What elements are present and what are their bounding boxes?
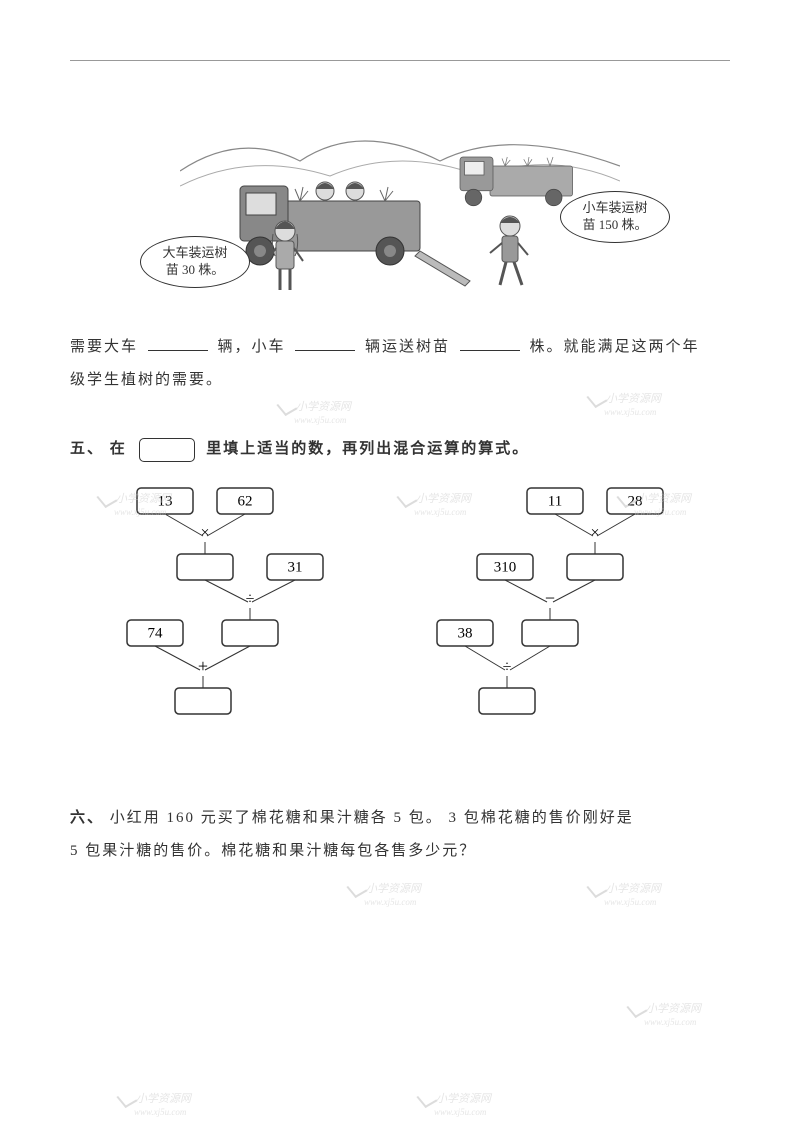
inline-empty-box [139,438,195,462]
d1-op-ef: + [198,656,208,676]
q5-heading-suffix: 里填上适当的数，再列出混合运算的算式。 [206,441,529,457]
watermark-item: 小学资源网www.xj5u.com [120,1090,191,1118]
d1-box-d: 31 [288,559,303,575]
d2-box-f[interactable] [522,620,578,646]
bubble-left-line2: 苗 30 株。 [166,262,225,277]
watermark-item: 小学资源网www.xj5u.com [590,880,661,908]
watermark-item: 小学资源网www.xj5u.com [350,880,421,908]
d2-op-ef: ÷ [503,658,512,675]
d1-op-ab: × [200,524,209,541]
d2-op-cd: − [545,588,555,608]
watermark-item: 小学资源网www.xj5u.com [420,1090,491,1118]
q5-heading-prefix: 五、 在 [70,441,127,457]
diagram-2: 11 28 × 310 − 38 [425,482,705,742]
bubble-right-line1: 小车装运树 [582,200,647,215]
d2-box-a: 11 [548,493,562,509]
q6-text: 六、 小红用 160 元买了棉花糖和果汁糖各 5 包。 3 包棉花糖的售价刚好是… [70,802,730,868]
bubble-right-line2: 苗 150 株。 [582,217,647,232]
d2-box-b: 28 [628,493,643,509]
d2-box-d[interactable] [567,554,623,580]
blank-small-truck-count[interactable] [295,336,355,351]
d1-box-e: 74 [148,625,164,641]
d1-box-c[interactable] [177,554,233,580]
q4-p2: 辆，小车 [218,339,286,355]
q5-heading: 五、 在 里填上适当的数，再列出混合运算的算式。 [70,437,730,462]
d1-box-a: 13 [158,493,173,509]
watermark-item: 小学资源网www.xj5u.com [630,1000,701,1028]
q4-p1: 需要大车 [70,339,138,355]
d2-box-c: 310 [494,559,517,575]
q4-p4: 株。就能满足这两个年 [530,339,700,355]
d2-box-e: 38 [458,625,473,641]
top-divider [70,60,730,61]
d1-box-f[interactable] [222,620,278,646]
blank-seedling-count[interactable] [460,336,520,351]
d2-op-ab: × [590,524,599,541]
d1-box-b: 62 [238,493,253,509]
bubble-left-line1: 大车装运树 [162,245,227,260]
q6-label: 六、 [70,810,104,826]
d2-box-g[interactable] [479,688,535,714]
q6-line2: 5 包果汁糖的售价。棉花糖和果汁糖每包各售多少元？ [70,843,476,859]
q4-p3: 辆运送树苗 [365,339,450,355]
d1-box-g[interactable] [175,688,231,714]
blank-big-truck-count[interactable] [148,336,208,351]
q6-line1: 小红用 160 元买了棉花糖和果汁糖各 5 包。 3 包棉花糖的售价刚好是 [110,810,634,826]
q4-fill-text: 需要大车 辆，小车 辆运送树苗 株。就能满足这两个年 级学生植树的需要。 [70,331,730,397]
watermark-item: 小学资源网www.xj5u.com [280,398,351,426]
truck-illustration: 大车装运树 苗 30 株。 小车装运树 苗 150 株。 [180,91,620,321]
bubble-big-truck: 大车装运树 苗 30 株。 [140,236,250,288]
diagrams-row: 13 62 × 31 ÷ 74 [70,482,730,742]
d1-op-cd: ÷ [246,590,255,607]
diagram-1: 13 62 × 31 ÷ 74 [95,482,375,742]
bubble-small-truck: 小车装运树 苗 150 株。 [560,191,670,243]
q4-p5: 级学生植树的需要。 [70,372,223,388]
